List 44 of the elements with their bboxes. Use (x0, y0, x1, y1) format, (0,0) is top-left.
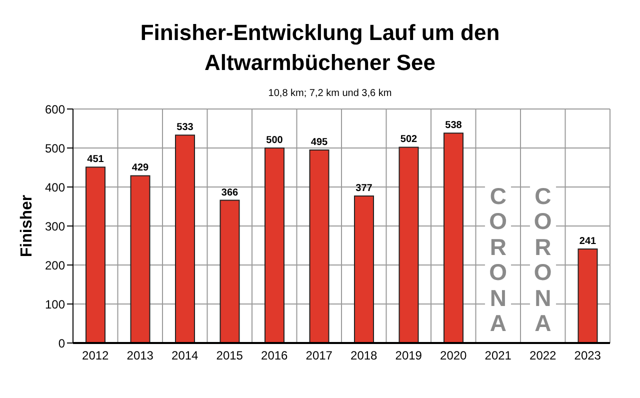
chart-subtitle: 10,8 km; 7,2 km und 3,6 km (267, 88, 393, 99)
data-label: 500 (266, 135, 284, 146)
data-label: 538 (445, 120, 462, 132)
x-tick-label: 2020 (440, 348, 468, 363)
bar (86, 166, 106, 343)
bar (175, 134, 195, 343)
bar (130, 175, 150, 343)
x-tick-label: 2018 (350, 348, 378, 363)
bar (309, 149, 330, 343)
y-tick-label: 500 (44, 141, 66, 156)
bar (264, 148, 284, 343)
annotation: CORONA (530, 182, 556, 337)
x-tick-label: 2021 (484, 348, 512, 363)
data-label: 502 (400, 134, 418, 146)
y-tick-label: 600 (44, 102, 66, 116)
x-tick-label: 2022 (530, 348, 557, 363)
bar (398, 146, 419, 343)
y-tick-label: 400 (44, 180, 66, 194)
y-axis-title: Finisher (18, 194, 36, 258)
x-tick-label: 2019 (395, 348, 422, 363)
data-label: 533 (176, 122, 194, 134)
annotation: CORONA (485, 182, 512, 337)
y-tick-label: 100 (44, 297, 66, 312)
bar (444, 132, 464, 343)
data-label: 429 (132, 162, 150, 174)
data-label: 377 (356, 182, 373, 194)
bar (220, 200, 240, 343)
bar (578, 248, 598, 343)
x-tick-label: 2012 (82, 348, 110, 363)
data-label: 495 (310, 136, 328, 148)
bar (354, 195, 374, 343)
x-tick-label: 2016 (261, 348, 288, 363)
y-tick-label: 200 (44, 258, 66, 272)
data-label: 366 (221, 187, 239, 198)
y-tick-label: 300 (44, 219, 66, 234)
data-label: 451 (87, 154, 104, 166)
chart-title: Finisher-Entwicklung Lauf um den Altwarmbüchener See (139, 19, 501, 77)
x-tick-label: 2014 (172, 348, 199, 363)
data-label: 241 (579, 236, 597, 248)
x-tick-label: 2013 (126, 348, 154, 363)
x-tick-label: 2017 (306, 348, 333, 363)
x-tick-label: 2015 (216, 348, 244, 363)
x-tick-label: 2023 (574, 348, 602, 363)
y-tick-label: 0 (58, 336, 66, 350)
